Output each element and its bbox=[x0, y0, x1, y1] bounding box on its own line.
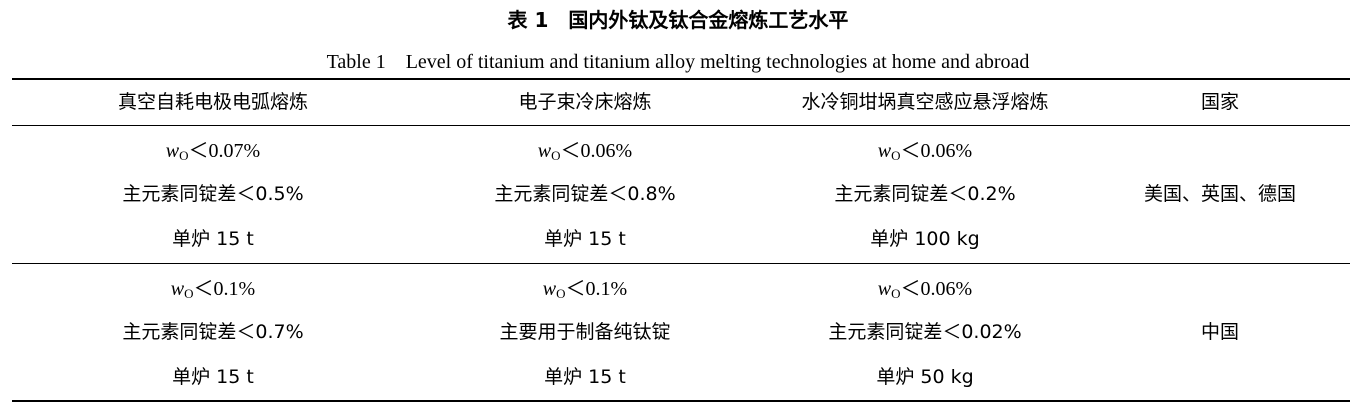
table-caption-english: Table 1 Level of titanium and titanium a… bbox=[326, 51, 1030, 73]
column-header: 国家 bbox=[1200, 91, 1240, 113]
oxygen-symbol: w bbox=[542, 278, 557, 300]
furnace-capacity: 单炉 15 t bbox=[172, 366, 254, 388]
oxygen-content: wO＜0.06% bbox=[538, 139, 632, 168]
table-caption-chinese: 表 1 国内外钛及钛合金熔炼工艺水平 bbox=[507, 8, 849, 32]
oxygen-subscript: O bbox=[551, 148, 561, 163]
furnace-capacity: 单炉 50 kg bbox=[876, 366, 974, 388]
oxygen-subscript: O bbox=[556, 286, 566, 301]
oxygen-content: wO＜0.1% bbox=[171, 277, 255, 306]
oxygen-symbol: w bbox=[537, 140, 552, 162]
element-deviation: 主元素同锭差＜0.2% bbox=[834, 183, 1016, 205]
oxygen-subscript: O bbox=[179, 148, 189, 163]
column-header: 真空自耗电极电弧熔炼 bbox=[117, 91, 309, 113]
column-header: 电子束冷床熔炼 bbox=[518, 91, 652, 113]
oxygen-limit: ＜0.1% bbox=[565, 278, 628, 300]
oxygen-symbol: w bbox=[877, 278, 892, 300]
element-deviation: 主要用于制备纯钛锭 bbox=[499, 321, 671, 343]
furnace-capacity: 单炉 15 t bbox=[544, 228, 626, 250]
element-deviation: 主元素同锭差＜0.5% bbox=[122, 183, 304, 205]
oxygen-limit: ＜0.06% bbox=[900, 278, 973, 300]
bottom-rule bbox=[12, 400, 1350, 402]
oxygen-content: wO＜0.1% bbox=[543, 277, 627, 306]
country: 中国 bbox=[1200, 321, 1240, 343]
header-rule bbox=[12, 125, 1350, 126]
furnace-capacity: 单炉 100 kg bbox=[870, 228, 980, 250]
furnace-capacity: 单炉 15 t bbox=[172, 228, 254, 250]
furnace-capacity: 单炉 15 t bbox=[544, 366, 626, 388]
element-deviation: 主元素同锭差＜0.8% bbox=[494, 183, 676, 205]
oxygen-subscript: O bbox=[184, 286, 194, 301]
oxygen-content: wO＜0.07% bbox=[166, 139, 260, 168]
oxygen-limit: ＜0.1% bbox=[193, 278, 256, 300]
country: 美国、英国、德国 bbox=[1143, 183, 1297, 205]
oxygen-limit: ＜0.07% bbox=[188, 140, 261, 162]
oxygen-content: wO＜0.06% bbox=[878, 139, 972, 168]
top-rule bbox=[12, 78, 1350, 80]
oxygen-symbol: w bbox=[170, 278, 185, 300]
oxygen-limit: ＜0.06% bbox=[900, 140, 973, 162]
oxygen-subscript: O bbox=[891, 148, 901, 163]
oxygen-content: wO＜0.06% bbox=[878, 277, 972, 306]
oxygen-symbol: w bbox=[165, 140, 180, 162]
oxygen-limit: ＜0.06% bbox=[560, 140, 633, 162]
element-deviation: 主元素同锭差＜0.02% bbox=[828, 321, 1022, 343]
oxygen-symbol: w bbox=[877, 140, 892, 162]
element-deviation: 主元素同锭差＜0.7% bbox=[122, 321, 304, 343]
column-header: 水冷铜坩埚真空感应悬浮熔炼 bbox=[801, 91, 1049, 113]
oxygen-subscript: O bbox=[891, 286, 901, 301]
row-rule bbox=[12, 263, 1350, 264]
